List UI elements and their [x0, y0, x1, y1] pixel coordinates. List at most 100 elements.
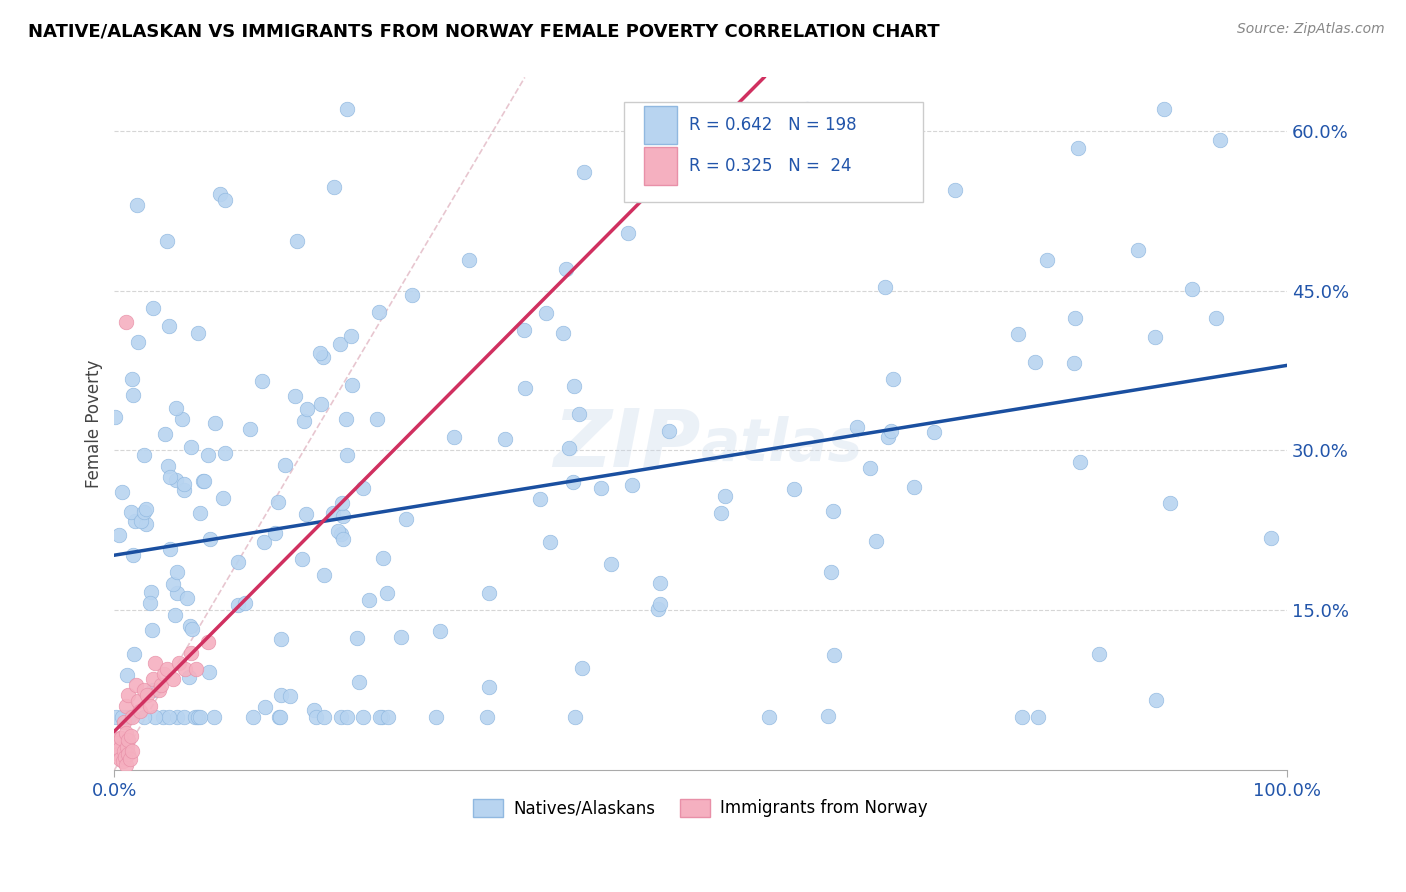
Point	[330, 710, 353, 724]
Point	[1143, 329, 1166, 343]
Point	[127, 694, 149, 708]
Point	[197, 665, 219, 679]
Point	[329, 336, 352, 351]
Point	[226, 556, 249, 570]
Point	[118, 710, 141, 724]
Point	[162, 673, 184, 687]
Point	[478, 681, 501, 695]
Point	[859, 461, 882, 475]
Point	[115, 699, 138, 714]
Point	[553, 326, 575, 340]
Point	[173, 710, 195, 724]
Point	[326, 524, 349, 539]
Point	[157, 318, 180, 333]
Point	[114, 710, 136, 724]
Point	[312, 710, 335, 724]
Point	[127, 334, 149, 349]
Point	[188, 710, 211, 724]
Point	[1026, 710, 1049, 724]
Point	[368, 305, 391, 319]
Point	[166, 585, 188, 599]
Point	[188, 507, 211, 521]
Point	[336, 448, 359, 462]
Point	[110, 731, 132, 745]
Point	[817, 709, 839, 723]
Point	[107, 747, 129, 761]
Point	[758, 710, 780, 724]
Point	[208, 186, 231, 201]
Point	[117, 739, 139, 754]
Point	[214, 194, 236, 208]
Point	[845, 420, 868, 434]
Point	[1153, 103, 1175, 117]
Point	[136, 689, 159, 703]
Legend: Natives/Alaskans, Immigrants from Norway: Natives/Alaskans, Immigrants from Norway	[467, 792, 935, 824]
Point	[820, 565, 842, 579]
Point	[332, 533, 354, 547]
Point	[124, 514, 146, 528]
Point	[125, 198, 148, 212]
Point	[181, 622, 204, 636]
Point	[198, 533, 221, 547]
Point	[371, 551, 394, 566]
Point	[443, 430, 465, 444]
Text: ZIP: ZIP	[553, 406, 700, 483]
Point	[121, 388, 143, 402]
Point	[180, 646, 202, 660]
Point	[571, 661, 593, 675]
Point	[375, 586, 398, 600]
Point	[122, 647, 145, 661]
Point	[239, 422, 262, 436]
Point	[564, 710, 586, 724]
Point	[142, 673, 165, 687]
Point	[370, 710, 392, 724]
Point	[568, 407, 591, 421]
Point	[117, 689, 139, 703]
Point	[153, 427, 176, 442]
Point	[173, 476, 195, 491]
Point	[839, 147, 862, 161]
Point	[186, 662, 208, 676]
Y-axis label: Female Poverty: Female Poverty	[86, 359, 103, 488]
Point	[143, 710, 166, 724]
Point	[180, 440, 202, 454]
Point	[135, 516, 157, 531]
Point	[163, 607, 186, 622]
Point	[779, 187, 801, 202]
Point	[108, 527, 131, 541]
Point	[529, 492, 551, 507]
Point	[377, 710, 399, 724]
Point	[159, 541, 181, 556]
Point	[124, 678, 146, 692]
Point	[903, 480, 925, 494]
Point	[620, 477, 643, 491]
Point	[336, 103, 359, 117]
Point	[267, 495, 290, 509]
Point	[148, 683, 170, 698]
Point	[309, 345, 332, 359]
Point	[115, 316, 138, 330]
Point	[395, 512, 418, 526]
Point	[648, 597, 671, 611]
Point	[1007, 327, 1029, 342]
Point	[1024, 355, 1046, 369]
Point	[269, 710, 291, 724]
Point	[783, 482, 806, 496]
Point	[823, 648, 845, 662]
Point	[1036, 252, 1059, 267]
Point	[166, 565, 188, 579]
Point	[1069, 455, 1091, 469]
Point	[120, 505, 142, 519]
Bar	[644, 106, 678, 145]
Point	[165, 473, 187, 487]
Point	[332, 509, 354, 524]
Point	[111, 755, 134, 769]
Point	[1144, 693, 1167, 707]
Point	[295, 401, 318, 416]
Point	[110, 731, 132, 745]
Point	[183, 710, 205, 724]
Point	[1063, 355, 1085, 369]
Point	[270, 632, 292, 647]
Point	[172, 412, 194, 426]
Point	[336, 710, 359, 724]
